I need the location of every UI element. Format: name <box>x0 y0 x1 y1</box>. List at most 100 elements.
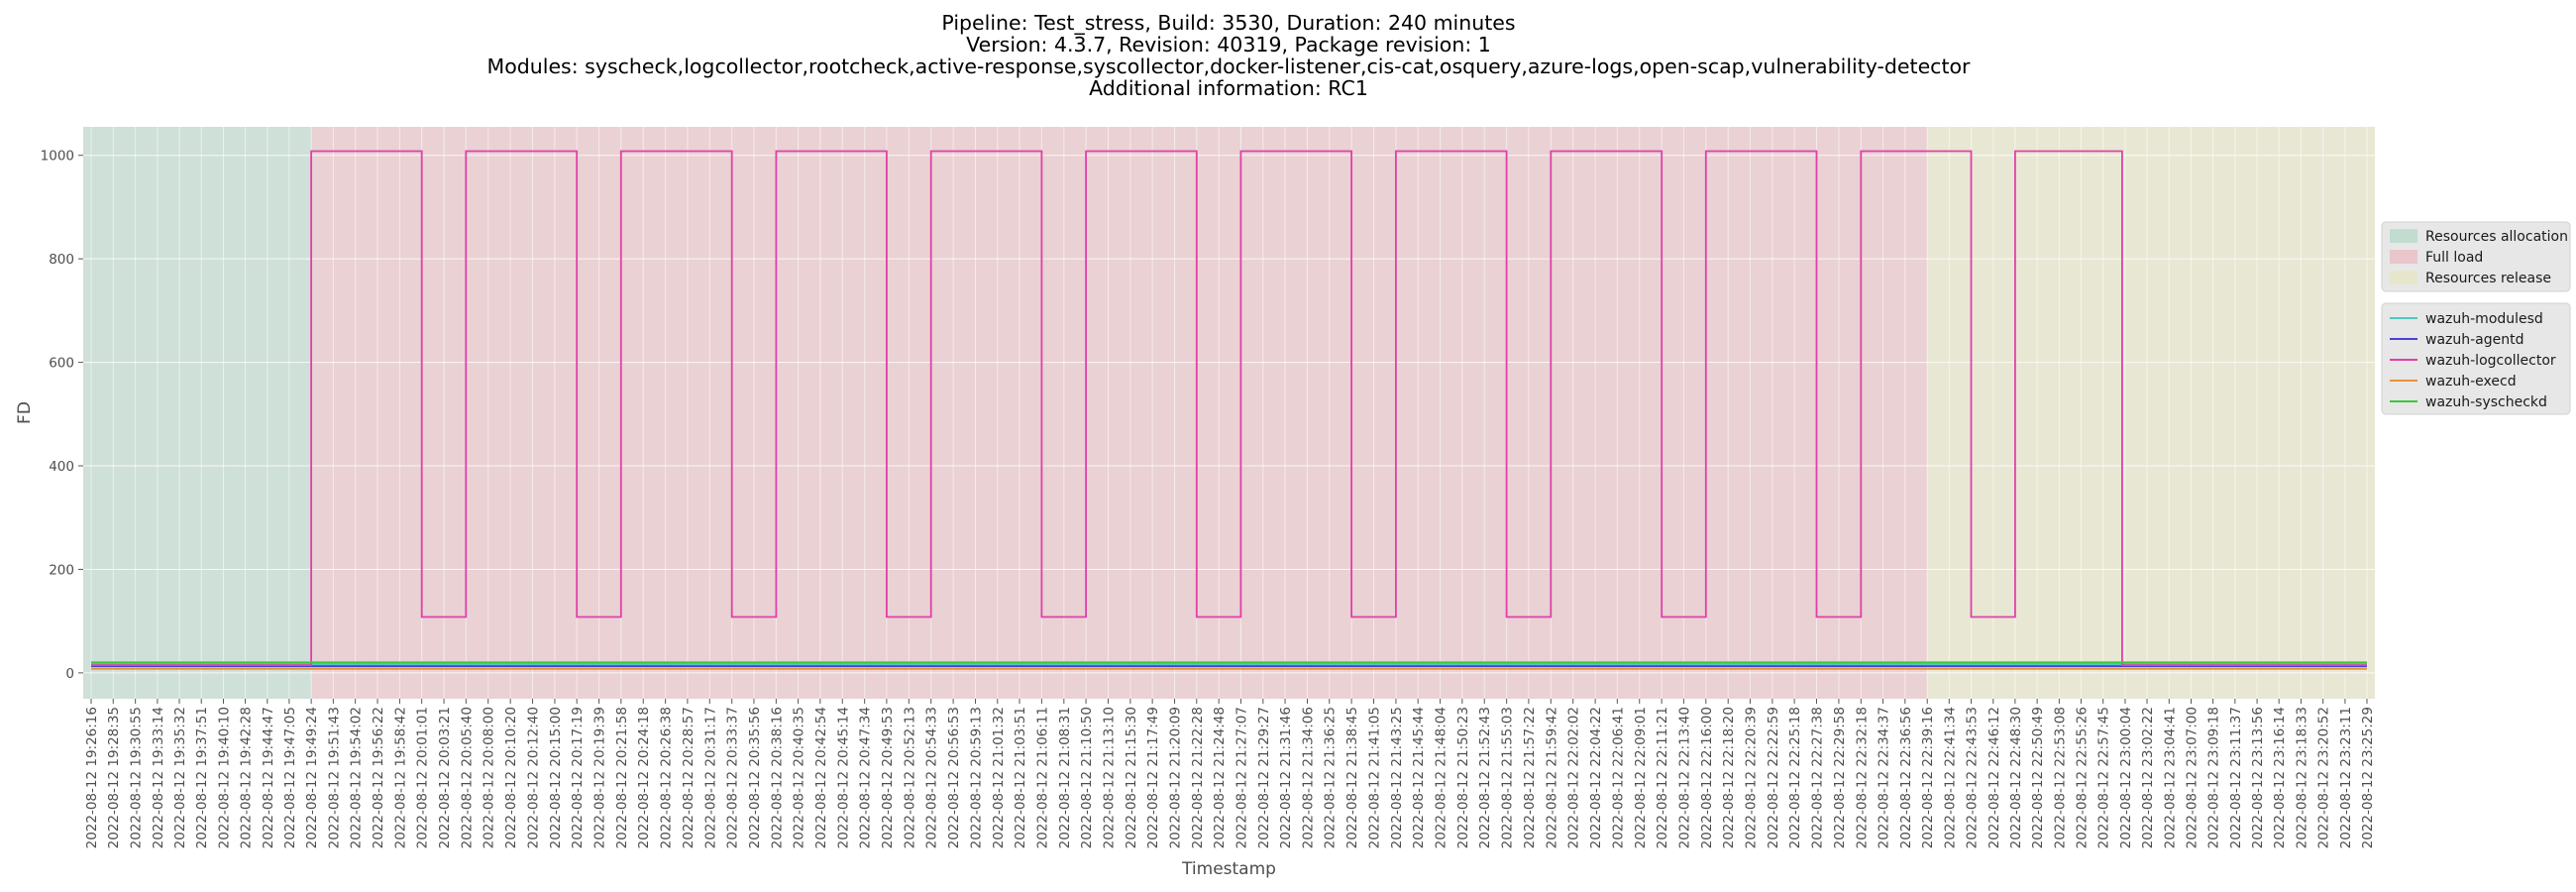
x-tick-label: 2022-08-12 23:02:22 <box>2140 707 2156 848</box>
x-tick-label: 2022-08-12 21:08:31 <box>1057 707 1073 848</box>
x-tick-label: 2022-08-12 22:27:38 <box>1810 707 1826 848</box>
x-tick-label: 2022-08-12 22:55:26 <box>2074 707 2090 848</box>
x-tick-label: 2022-08-12 21:43:25 <box>1389 707 1405 848</box>
x-tick-label: 2022-08-12 22:48:30 <box>2008 707 2024 848</box>
x-tick-label: 2022-08-12 20:56:53 <box>946 707 962 848</box>
x-tick-label: 2022-08-12 22:20:39 <box>1743 707 1759 848</box>
x-tick-label: 2022-08-12 19:33:14 <box>151 707 166 848</box>
x-tick-label: 2022-08-12 21:10:50 <box>1079 707 1095 848</box>
y-tick-label: 0 <box>65 666 74 682</box>
x-tick-label: 2022-08-12 22:11:21 <box>1655 707 1670 848</box>
legend-label: Resources allocation <box>2425 229 2568 245</box>
x-tick-label: 2022-08-12 21:52:43 <box>1477 707 1493 848</box>
x-tick-label: 2022-08-12 20:10:20 <box>503 707 519 848</box>
x-tick-label: 2022-08-12 23:11:37 <box>2228 707 2244 848</box>
x-tick-label: 2022-08-12 21:36:25 <box>1323 707 1339 848</box>
x-tick-label: 2022-08-12 21:41:05 <box>1367 707 1383 848</box>
phase-band <box>83 127 312 699</box>
x-tick-label: 2022-08-12 20:17:19 <box>570 707 586 848</box>
legend-label: Full load <box>2425 250 2483 266</box>
x-tick-label: 2022-08-12 21:01:32 <box>991 707 1007 848</box>
x-tick-label: 2022-08-12 21:06:11 <box>1034 707 1050 848</box>
x-tick-label: 2022-08-12 23:16:14 <box>2272 707 2288 848</box>
x-tick-label: 2022-08-12 23:23:11 <box>2338 707 2354 848</box>
x-tick-label: 2022-08-12 23:25:29 <box>2360 707 2376 848</box>
x-tick-label: 2022-08-12 20:52:13 <box>902 707 917 848</box>
x-tick-label: 2022-08-12 20:35:56 <box>747 707 763 848</box>
x-tick-label: 2022-08-12 20:26:38 <box>659 707 675 848</box>
y-axis-label: FD <box>15 401 35 424</box>
x-tick-label: 2022-08-12 22:36:56 <box>1898 707 1914 848</box>
x-tick-label: 2022-08-12 21:50:23 <box>1455 707 1471 848</box>
x-tick-label: 2022-08-12 22:41:34 <box>1942 707 1958 848</box>
x-tick-label: 2022-08-12 21:59:42 <box>1544 707 1559 848</box>
x-tick-label: 2022-08-12 23:09:18 <box>2206 707 2222 848</box>
x-tick-label: 2022-08-12 19:40:10 <box>216 707 232 848</box>
x-tick-label: 2022-08-12 23:07:00 <box>2185 707 2200 848</box>
legend-label: wazuh-logcollector <box>2425 353 2556 369</box>
phase-bands <box>83 127 2375 699</box>
x-tick-label: 2022-08-12 20:54:33 <box>924 707 940 848</box>
y-tick-label: 1000 <box>41 149 74 165</box>
series-line-wazuh-logcollector <box>91 150 2367 666</box>
x-tick-label: 2022-08-12 23:18:33 <box>2294 707 2309 848</box>
x-tick-label: 2022-08-12 22:43:53 <box>1965 707 1981 848</box>
x-tick-label: 2022-08-12 20:33:37 <box>725 707 741 848</box>
x-tick-label: 2022-08-12 22:39:16 <box>1920 707 1936 848</box>
x-tick-label: 2022-08-12 20:01:01 <box>415 707 431 848</box>
x-tick-label: 2022-08-12 20:12:40 <box>526 707 542 848</box>
x-tick-label: 2022-08-12 20:19:39 <box>592 707 608 848</box>
x-tick-label: 2022-08-12 21:45:44 <box>1411 707 1427 848</box>
x-tick-label: 2022-08-12 20:03:21 <box>437 707 453 848</box>
x-tick-label: 2022-08-12 20:59:13 <box>969 707 985 848</box>
x-tick-label: 2022-08-12 21:13:10 <box>1101 707 1117 848</box>
phase-band <box>311 127 1928 699</box>
x-tick-label: 2022-08-12 22:53:08 <box>2052 707 2068 848</box>
x-tick-label: 2022-08-12 22:34:37 <box>1877 707 1892 848</box>
legend-label: wazuh-execd <box>2425 374 2517 390</box>
x-tick-label: 2022-08-12 19:28:35 <box>106 707 122 848</box>
legend-swatch <box>2390 229 2417 243</box>
x-tick-label: 2022-08-12 19:30:55 <box>129 707 145 848</box>
x-tick-label: 2022-08-12 21:38:45 <box>1344 707 1360 848</box>
x-tick-label: 2022-08-12 22:57:45 <box>2096 707 2112 848</box>
x-tick-label: 2022-08-12 20:42:54 <box>813 707 829 848</box>
x-tick-label: 2022-08-12 22:16:00 <box>1699 707 1715 848</box>
y-tick-label: 600 <box>49 356 74 372</box>
x-tick-label: 2022-08-12 22:29:58 <box>1832 707 1848 848</box>
x-tick-label: 2022-08-12 19:44:47 <box>261 707 276 848</box>
x-tick-label: 2022-08-12 20:28:57 <box>681 707 697 848</box>
legend-label: Resources release <box>2425 271 2551 286</box>
x-tick-label: 2022-08-12 19:37:51 <box>194 707 210 848</box>
x-tick-label: 2022-08-12 21:15:30 <box>1124 707 1139 848</box>
x-axis-label: Timestamp <box>1181 859 1276 879</box>
x-tick-label: 2022-08-12 23:13:56 <box>2250 707 2266 848</box>
x-tick-label: 2022-08-12 22:02:02 <box>1566 707 1582 848</box>
x-tick-label: 2022-08-12 21:20:09 <box>1168 707 1184 848</box>
x-tick-label: 2022-08-12 20:08:00 <box>482 707 497 848</box>
x-tick-label: 2022-08-12 21:34:06 <box>1300 707 1316 848</box>
legend-label: wazuh-syscheckd <box>2425 394 2547 410</box>
x-tick-label: 2022-08-12 20:45:14 <box>835 707 851 848</box>
x-tick-label: 2022-08-12 19:47:05 <box>282 707 298 848</box>
x-axis-ticks: 2022-08-12 19:26:16 2022-08-12 19:28:35 20… <box>84 699 2376 848</box>
x-tick-label: 2022-08-12 19:49:24 <box>304 707 320 848</box>
x-tick-label: 2022-08-12 21:57:22 <box>1522 707 1538 848</box>
phase-band <box>1927 127 2375 699</box>
x-tick-label: 2022-08-12 22:32:18 <box>1854 707 1870 848</box>
x-tick-label: 2022-08-12 22:06:41 <box>1610 707 1626 848</box>
x-tick-label: 2022-08-12 22:04:22 <box>1588 707 1604 848</box>
x-tick-label: 2022-08-12 20:24:18 <box>636 707 652 848</box>
x-tick-label: 2022-08-12 22:18:20 <box>1721 707 1737 848</box>
legend-box <box>2381 221 2571 292</box>
x-tick-label: 2022-08-12 22:13:40 <box>1676 707 1692 848</box>
x-tick-label: 2022-08-12 22:50:49 <box>2030 707 2046 848</box>
x-tick-label: 2022-08-12 23:04:41 <box>2162 707 2178 848</box>
x-tick-label: 2022-08-12 22:22:59 <box>1766 707 1781 848</box>
x-tick-label: 2022-08-12 20:40:35 <box>792 707 807 848</box>
x-tick-label: 2022-08-12 21:27:07 <box>1234 707 1249 848</box>
x-tick-label: 2022-08-12 19:58:42 <box>392 707 408 848</box>
x-tick-label: 2022-08-12 22:09:01 <box>1633 707 1649 848</box>
x-tick-label: 2022-08-12 20:15:00 <box>548 707 564 848</box>
x-tick-label: 2022-08-12 21:29:27 <box>1256 707 1272 848</box>
